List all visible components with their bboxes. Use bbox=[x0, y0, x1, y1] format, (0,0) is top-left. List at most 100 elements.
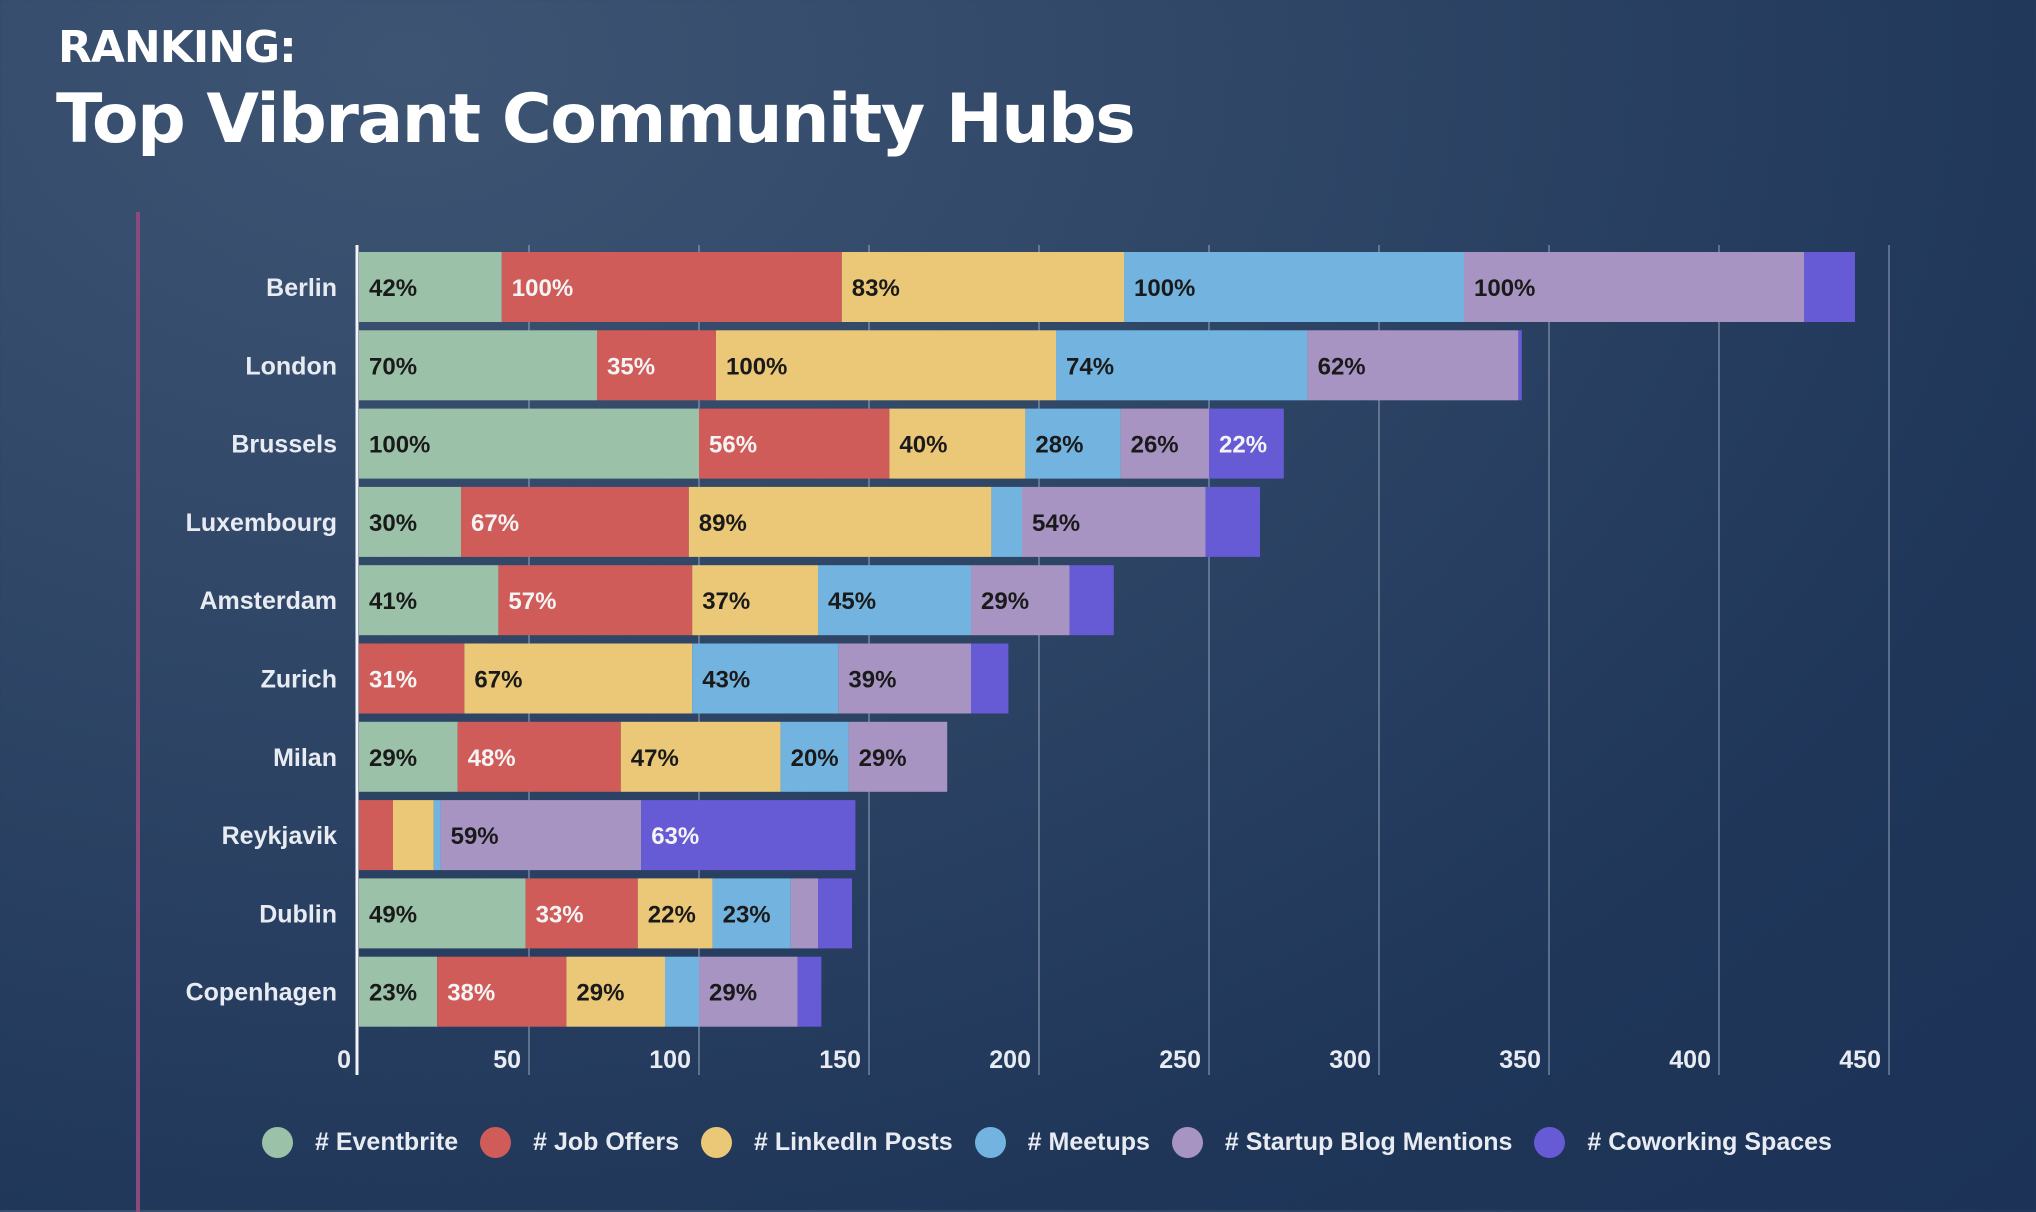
legend-item-startup-blog-mentions[interactable]: # Startup Blog Mentions bbox=[1171, 1126, 1512, 1158]
segment-value-label: 89% bbox=[699, 510, 747, 537]
bar-segment bbox=[1205, 486, 1260, 557]
category-label: Reykjavik bbox=[222, 822, 337, 850]
bar-segment bbox=[1120, 408, 1209, 479]
bars: 42% 100% 83% 100% 100% 70% 35% 100% 74% 62% 100% 56… bbox=[359, 252, 1855, 1027]
legend-swatch-startup-blog-mentions bbox=[1171, 1126, 1203, 1158]
x-tick-label: 450 bbox=[1839, 1046, 1881, 1074]
segment-value-label: 29% bbox=[981, 588, 1029, 615]
bar-segment bbox=[359, 643, 465, 714]
segment-value-label: 29% bbox=[709, 980, 757, 1007]
bar-segment bbox=[1124, 252, 1464, 322]
bar-segment bbox=[790, 878, 818, 949]
bar-segment bbox=[991, 486, 1022, 557]
legend-item-linkedin-posts[interactable]: # LinkedIn Posts bbox=[700, 1126, 953, 1158]
segment-value-label: 54% bbox=[1032, 510, 1080, 537]
segment-value-label: 42% bbox=[369, 275, 417, 302]
bar-segment bbox=[566, 956, 665, 1027]
legend-item-eventbrite[interactable]: # Eventbrite bbox=[262, 1126, 458, 1158]
category-label: Copenhagen bbox=[186, 979, 337, 1007]
segment-value-label: 29% bbox=[859, 745, 907, 772]
segment-value-label: 43% bbox=[702, 667, 750, 694]
bar-segment bbox=[433, 800, 441, 871]
bar-segment bbox=[971, 565, 1070, 636]
bar-segment bbox=[848, 721, 948, 792]
segment-value-label: 56% bbox=[709, 432, 757, 459]
bar-segment bbox=[525, 878, 638, 949]
bar-segment bbox=[1209, 408, 1284, 479]
bar-row: 41% 57% 37% 45% 29% bbox=[359, 565, 1114, 636]
segment-value-label: 30% bbox=[369, 510, 417, 537]
category-label: Brussels bbox=[231, 431, 337, 459]
bar-segment bbox=[359, 800, 393, 871]
page-title: Top Vibrant Community Hubs bbox=[56, 80, 1136, 159]
bar-segment bbox=[797, 956, 822, 1027]
category-label: Dublin bbox=[259, 900, 337, 928]
segment-value-label: 39% bbox=[848, 667, 896, 694]
category-label: Luxembourg bbox=[186, 509, 337, 537]
bar-segment bbox=[818, 565, 971, 636]
segment-value-label: 63% bbox=[651, 823, 699, 850]
bar-row: 42% 100% 83% 100% 100% bbox=[359, 252, 1855, 322]
segment-value-label: 22% bbox=[1219, 432, 1267, 459]
segment-value-label: 70% bbox=[369, 353, 417, 380]
segment-value-label: 38% bbox=[447, 980, 495, 1007]
x-tick-label: 100 bbox=[649, 1046, 691, 1074]
bar-row: 30% 67% 89% 54% bbox=[359, 486, 1260, 557]
bar-row: 29% 48% 47% 20% 29% bbox=[359, 721, 948, 792]
bar-segment bbox=[498, 565, 693, 636]
bar-row: 59% 63% bbox=[359, 800, 856, 871]
bar-segment bbox=[1518, 330, 1522, 401]
bar-segment bbox=[597, 330, 716, 401]
segment-value-label: 23% bbox=[369, 980, 417, 1007]
bar-segment bbox=[712, 878, 791, 949]
segment-value-label: 29% bbox=[369, 745, 417, 772]
segment-value-label: 41% bbox=[369, 588, 417, 615]
bar-segment bbox=[501, 252, 842, 322]
category-label: Amsterdam bbox=[199, 587, 337, 615]
legend-item-coworking-spaces[interactable]: # Coworking Spaces bbox=[1534, 1126, 1832, 1158]
legend-item-meetups[interactable]: # Meetups bbox=[974, 1126, 1150, 1158]
segment-value-label: 35% bbox=[607, 353, 655, 380]
segment-value-label: 62% bbox=[1318, 353, 1366, 380]
segment-value-label: 47% bbox=[631, 745, 679, 772]
segment-value-label: 48% bbox=[468, 745, 516, 772]
x-tick-label: 50 bbox=[493, 1046, 521, 1074]
bar-segment bbox=[716, 330, 1056, 401]
segment-value-label: 67% bbox=[474, 667, 522, 694]
bar-segment bbox=[637, 878, 713, 949]
bar-row: 70% 35% 100% 74% 62% bbox=[359, 330, 1522, 401]
segment-value-label: 83% bbox=[852, 275, 900, 302]
x-tick-label: 250 bbox=[1159, 1046, 1201, 1074]
bar-segment bbox=[620, 721, 781, 792]
legend-swatch-job-offers bbox=[480, 1126, 512, 1158]
bar-segment bbox=[1025, 408, 1121, 479]
bar-segment bbox=[359, 878, 526, 949]
legend-swatch-coworking-spaces bbox=[1534, 1126, 1566, 1158]
bar-segment bbox=[359, 252, 502, 322]
segment-value-label: 59% bbox=[451, 823, 499, 850]
bar-segment bbox=[1056, 330, 1308, 401]
chart-legend: # Eventbrite # Job Offers # LinkedIn Pos… bbox=[262, 1124, 1854, 1160]
bar-segment bbox=[359, 565, 499, 636]
x-tick-label: 200 bbox=[989, 1046, 1031, 1074]
bar-row: 23% 38% 29% 29% bbox=[359, 956, 822, 1027]
bar-segment bbox=[665, 956, 699, 1027]
legend-item-job-offers[interactable]: # Job Offers bbox=[480, 1126, 679, 1158]
category-label: London bbox=[245, 352, 337, 380]
bar-row: 31% 67% 43% 39% bbox=[359, 643, 1009, 714]
bar-segment bbox=[692, 565, 818, 636]
bar-segment bbox=[692, 643, 839, 714]
bar-segment bbox=[437, 956, 567, 1027]
bar-segment bbox=[688, 486, 992, 557]
legend-label: # Job Offers bbox=[533, 1127, 679, 1156]
bar-segment bbox=[971, 643, 1009, 714]
bar-segment bbox=[1464, 252, 1804, 322]
segment-value-label: 23% bbox=[723, 901, 771, 928]
bar-segment bbox=[818, 878, 852, 949]
bar-segment bbox=[359, 330, 597, 401]
segment-value-label: 28% bbox=[1035, 432, 1083, 459]
bar-segment bbox=[841, 252, 1124, 322]
bar-segment bbox=[359, 956, 438, 1027]
bar-segment bbox=[440, 800, 642, 871]
